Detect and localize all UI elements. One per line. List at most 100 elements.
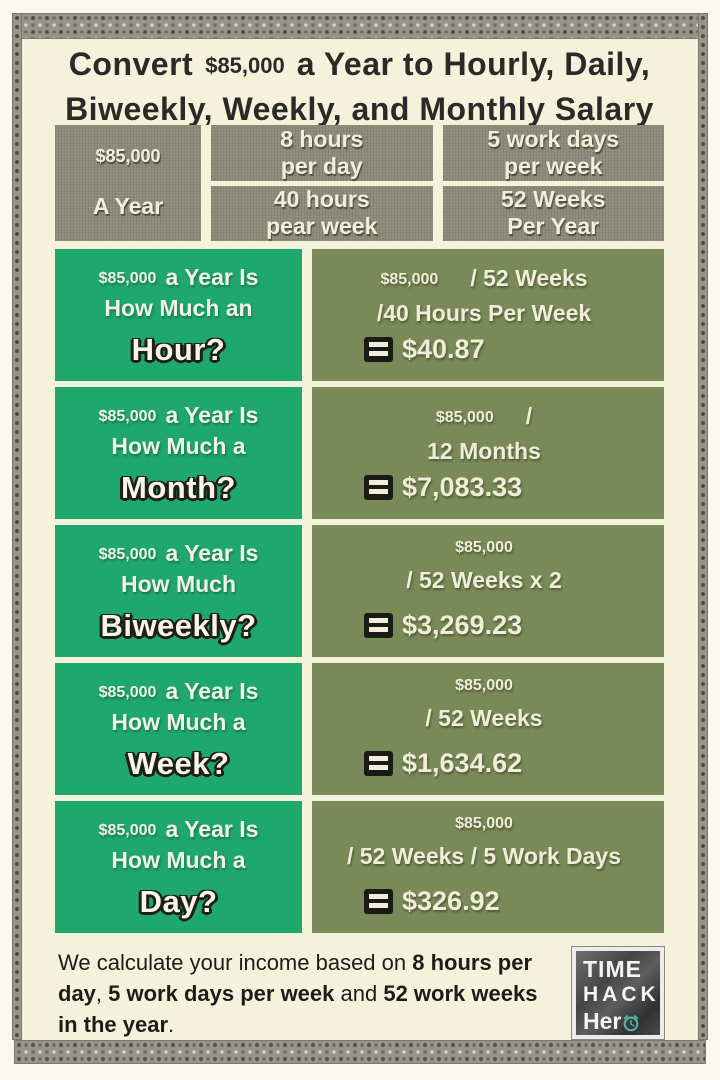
footer-bold-segment: 8 hours per day	[58, 950, 533, 1006]
footer-text-segment: .	[168, 1012, 175, 1037]
footer-bold-segment: 52 work weeks in the year	[58, 981, 538, 1037]
result-value: $1,634.62	[402, 748, 523, 778]
question-rest: a Year Is	[165, 540, 259, 566]
logo-line-2: HACK	[583, 983, 660, 1006]
amount: $85,000	[455, 539, 513, 556]
question-line-2: How Much	[121, 571, 236, 597]
amount: $85,000	[435, 409, 494, 426]
amount: $85,000	[98, 270, 157, 287]
formula-box-day: $85,000 / 52 Weeks / 5 Work Days $326.92	[312, 801, 664, 933]
formula-line-2: / 52 Weeks	[425, 705, 543, 731]
formula-line-1: $85,000	[312, 815, 656, 835]
formula-line-1: $85,000	[312, 539, 656, 559]
assumptions-grid: $85,000 A Year 8 hours per day 40 hours …	[55, 125, 664, 241]
question-line-1: $85,000 a Year Is	[59, 402, 298, 429]
content-area: Convert $85,000 a Year to Hourly, Daily, B…	[22, 39, 698, 1040]
amount: $85,000	[98, 408, 157, 425]
question-box-biweekly: $85,000 a Year Is How Much Biweekly?	[55, 525, 302, 657]
result-value: $326.92	[402, 886, 500, 916]
conversion-row-day: $85,000 a Year Is How Much a Day? $85,000…	[55, 801, 664, 933]
assumption-days-per-week: 5 work days per week	[442, 125, 664, 181]
border-ornament-left	[12, 13, 22, 1040]
equals-icon	[364, 475, 393, 500]
conversion-rows: $85,000 a Year Is How Much an Hour? $85,0…	[55, 249, 664, 939]
question-line-2: How Much an	[104, 295, 253, 321]
result-line: $326.92	[312, 886, 656, 917]
question-line-2: How Much a	[111, 709, 246, 735]
question-box-day: $85,000 a Year Is How Much a Day?	[55, 801, 302, 933]
alarm-clock-icon	[623, 1015, 639, 1032]
footer: We calculate your income based on 8 hour…	[55, 946, 665, 1040]
formula-line-2: / 52 Weeks x 2	[406, 567, 562, 593]
equals-icon	[364, 889, 393, 914]
result-value: $7,083.33	[402, 472, 523, 502]
question-line-1: $85,000 a Year Is	[59, 816, 298, 843]
formula-box-biweekly: $85,000 / 52 Weeks x 2 $3,269.23	[312, 525, 664, 657]
result-value: $40.87	[402, 334, 485, 364]
question-line-1: $85,000 a Year Is	[59, 540, 298, 567]
assumption-text: Per Year	[507, 213, 600, 240]
question-line-2: How Much a	[111, 433, 246, 459]
question-word: Hour?	[131, 332, 226, 367]
formula-line-2: 12 Months	[427, 438, 541, 464]
title-post: a Year to Hourly, Daily,	[296, 46, 651, 82]
footer-text-segment: ,	[95, 981, 109, 1006]
assumptions-col-weeks: 5 work days per week 52 Weeks Per Year	[442, 125, 664, 241]
assumption-text: 52 Weeks	[501, 186, 606, 213]
amount: $85,000	[455, 815, 513, 832]
formula-top: /	[525, 403, 533, 429]
question-box-hour: $85,000 a Year Is How Much an Hour?	[55, 249, 302, 381]
formula-line-2: /40 Hours Per Week	[376, 300, 592, 326]
logo-line-3: Her	[583, 1008, 660, 1034]
question-line-2: How Much a	[111, 847, 246, 873]
border-ornament-top	[14, 13, 706, 39]
footer-text-segment: and	[334, 981, 384, 1006]
assumption-text: 5 work days	[487, 125, 620, 152]
amount: $85,000	[98, 822, 157, 839]
logo-line-1: TIME	[583, 956, 642, 982]
question-word: Biweekly?	[100, 608, 257, 643]
assumption-text: pear week	[266, 213, 378, 240]
border-ornament-right	[698, 13, 708, 1040]
timehackhero-logo: TIME HACK Her	[571, 946, 665, 1040]
year-amount-box: $85,000 A Year	[55, 125, 201, 241]
amount: $85,000	[380, 271, 439, 288]
assumption-text: per week	[504, 152, 603, 179]
amount: $85,000	[98, 546, 157, 563]
equals-icon	[364, 751, 393, 776]
conversion-row-biweekly: $85,000 a Year Is How Much Biweekly? $85,…	[55, 525, 664, 657]
question-word: Week?	[127, 746, 230, 781]
footer-text-segment: We calculate your income based on	[58, 950, 413, 975]
border-ornament-bottom	[14, 1040, 706, 1064]
page-title: Convert $85,000 a Year to Hourly, Daily, B…	[55, 45, 664, 127]
amount: $85,000	[455, 677, 513, 694]
equals-icon	[364, 337, 393, 362]
conversion-row-hour: $85,000 a Year Is How Much an Hour? $85,0…	[55, 249, 664, 381]
formula-line-1: $85,000	[312, 677, 656, 697]
result-value: $3,269.23	[402, 610, 523, 640]
assumption-text: 40 hours	[273, 186, 370, 213]
formula-line-1: $85,000 / 52 Weeks	[312, 265, 656, 292]
title-pre: Convert	[68, 46, 194, 82]
formula-box-month: $85,000 / 12 Months $7,083.33	[312, 387, 664, 519]
question-word: Day?	[139, 884, 218, 919]
title-amount: $85,000	[205, 53, 285, 78]
assumption-text: 8 hours	[280, 125, 364, 152]
result-line: $40.87	[312, 334, 656, 365]
question-rest: a Year Is	[165, 402, 259, 428]
formula-box-week: $85,000 / 52 Weeks $1,634.62	[312, 663, 664, 795]
footer-bold-segment: 5 work days per week	[108, 981, 335, 1006]
question-rest: a Year Is	[165, 816, 259, 842]
assumption-text: per day	[280, 152, 363, 179]
formula-line-2: / 52 Weeks / 5 Work Days	[346, 843, 622, 869]
year-amount: $85,000	[95, 146, 161, 166]
year-label: A Year	[92, 193, 164, 219]
formula-box-hour: $85,000 / 52 Weeks /40 Hours Per Week $40…	[312, 249, 664, 381]
amount: $85,000	[98, 684, 157, 701]
question-box-week: $85,000 a Year Is How Much a Week?	[55, 663, 302, 795]
assumption-weeks-per-year: 52 Weeks Per Year	[442, 185, 664, 241]
question-rest: a Year Is	[165, 264, 259, 290]
question-line-1: $85,000 a Year Is	[59, 264, 298, 291]
question-rest: a Year Is	[165, 678, 259, 704]
